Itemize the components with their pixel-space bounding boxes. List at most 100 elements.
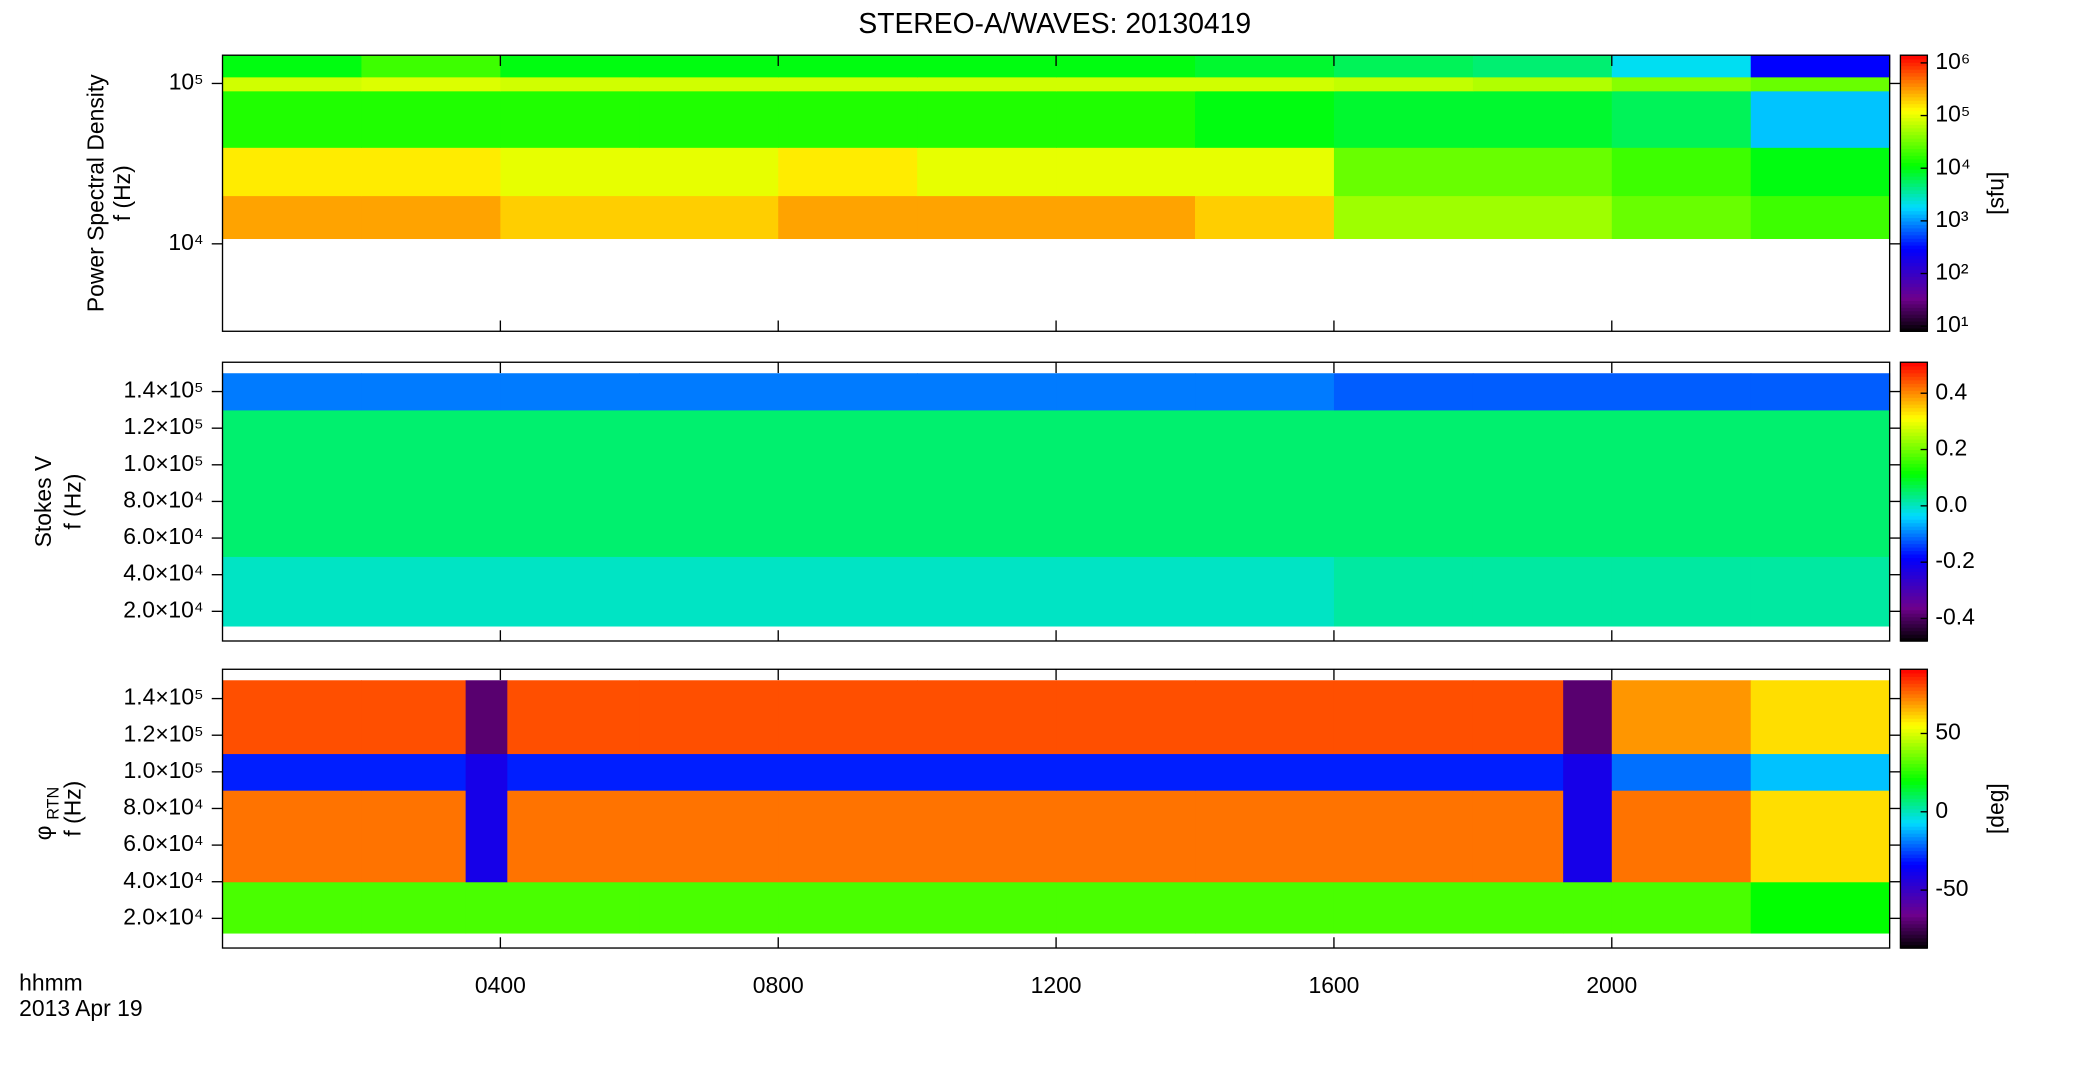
colorbar-segment (1900, 86, 1928, 91)
colorbar-segment (1900, 836, 1928, 841)
colorbar-segment (1900, 269, 1928, 274)
heatmap-cell (1195, 680, 1335, 755)
colorbar-segment (1900, 679, 1928, 684)
colorbar-tick-label: 0 (1935, 797, 1948, 823)
colorbar-segment (1900, 365, 1928, 370)
colorbar-segment (1900, 69, 1928, 74)
colorbar-segment (1900, 864, 1928, 869)
colorbar-segment (1900, 693, 1928, 698)
colorbar-frame (1899, 54, 1929, 332)
colorbar-tick-label: 10⁶ (1935, 48, 1970, 74)
colorbar-segment (1900, 742, 1928, 747)
heatmap-cell (1333, 195, 1474, 240)
y-axis-symbol: φ (30, 825, 56, 840)
heatmap-cell (917, 373, 1057, 411)
colorbar-segment (1900, 906, 1928, 911)
heatmap-cell (1472, 76, 1613, 92)
heatmap-cell (1333, 881, 1474, 934)
heatmap-cell (1333, 147, 1474, 197)
colorbar-segment (1900, 888, 1928, 893)
colorbar-segment (1900, 320, 1928, 326)
y-axis-label: f (Hz) (59, 781, 85, 837)
heatmap-cell (1056, 76, 1196, 92)
heatmap-cell (361, 881, 467, 934)
colorbar-segment (1900, 103, 1928, 108)
colorbar-segment (1900, 227, 1928, 232)
x-axis-label: hhmm (19, 969, 83, 995)
colorbar-segment (1900, 815, 1928, 820)
colorbar-frame (1899, 668, 1929, 949)
colorbar-segment (1900, 93, 1928, 98)
colorbar-segment (1900, 944, 1928, 949)
heatmap-cell (1333, 409, 1474, 557)
heatmap-cell (361, 76, 501, 92)
colorbar-segment (1900, 372, 1928, 377)
heatmap-cell (1056, 881, 1196, 934)
colorbar-segment (1900, 878, 1928, 883)
heatmap-cell (465, 881, 508, 934)
colorbar-segment (1900, 445, 1928, 451)
colorbar-segment (1900, 508, 1928, 513)
colorbar-segment (1900, 162, 1928, 167)
heatmap-cell (1472, 55, 1613, 78)
colorbar-segment (1900, 200, 1928, 205)
colorbar-segment (1900, 438, 1928, 444)
heatmap-cell (1611, 753, 1752, 791)
colorbar-segment (1900, 909, 1928, 914)
chart-title: STEREO-A/WAVES: 20130419 (858, 7, 1251, 39)
colorbar-tick-label: 10¹ (1935, 311, 1968, 337)
heatmap-cell (1333, 790, 1474, 883)
heatmap-cell (1472, 680, 1564, 755)
heatmap-cell (1611, 881, 1752, 934)
heatmap-cell (361, 55, 501, 78)
colorbar-segment (1900, 276, 1928, 281)
heatmap-cell (222, 409, 362, 557)
colorbar-segment (1900, 258, 1928, 263)
colorbar-segment (1900, 602, 1928, 607)
colorbar-segment (1900, 871, 1928, 876)
colorbar-segment (1900, 442, 1928, 447)
colorbar-segment (1900, 672, 1928, 677)
heatmap-cell (465, 790, 508, 883)
heatmap-cell (222, 680, 362, 755)
colorbar-segment (1900, 718, 1928, 723)
colorbar-segment (1900, 144, 1928, 150)
colorbar-segment (1900, 224, 1928, 229)
heatmap-cell (222, 790, 362, 883)
heatmap-cell (917, 409, 1057, 557)
colorbar-segment (1900, 731, 1928, 737)
heatmap-cell (1472, 790, 1564, 883)
colorbar-segment (1900, 217, 1928, 222)
colorbar-segment (1900, 808, 1928, 813)
y-tick-label: 4.0×10⁴ (123, 560, 203, 586)
heatmap-cell (917, 753, 1057, 791)
heatmap-cell (222, 373, 362, 411)
heatmap-cell (361, 90, 501, 148)
heatmap-cell (1563, 790, 1613, 883)
colorbar-segment (1900, 484, 1928, 489)
heatmap-cell (507, 881, 640, 934)
heatmap-cell (1195, 373, 1335, 411)
colorbar-segment (1900, 96, 1928, 101)
colorbar-segment (1900, 213, 1928, 219)
colorbar-segment (1900, 686, 1928, 691)
heatmap-cell (1750, 556, 1891, 627)
heatmap-cell (1472, 195, 1613, 240)
heatmap-cell (1750, 753, 1891, 791)
colorbar-segment (1900, 89, 1928, 94)
heatmap-cell (1056, 790, 1196, 883)
colorbar-segment (1900, 623, 1928, 628)
heatmap-cell (1056, 373, 1196, 411)
colorbar-segment (1900, 75, 1928, 81)
colorbar-segment (1900, 704, 1928, 709)
colorbar-segment (1900, 892, 1928, 897)
colorbar-segment (1900, 369, 1928, 374)
colorbar-segment (1900, 241, 1928, 246)
colorbar-segment (1900, 519, 1928, 524)
colorbar-segment (1900, 411, 1928, 416)
heatmap-cell (1195, 881, 1335, 934)
colorbar-segment (1900, 819, 1928, 824)
colorbar-segment (1900, 172, 1928, 177)
colorbar-segment (1900, 117, 1928, 122)
colorbar-segment (1900, 79, 1928, 84)
